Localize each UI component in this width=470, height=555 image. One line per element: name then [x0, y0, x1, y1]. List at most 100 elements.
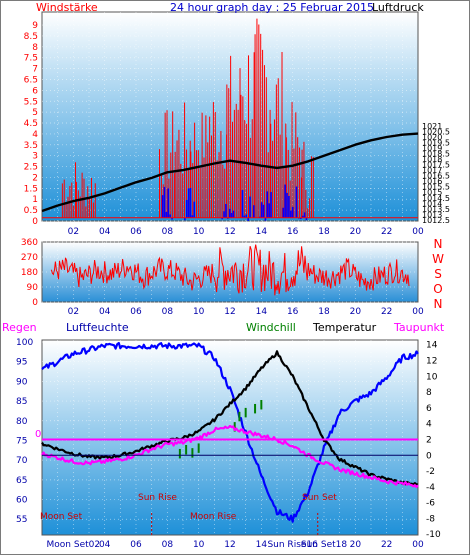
humidity-tick-label: 90 [16, 377, 28, 387]
temperature-tick-label: 4 [426, 420, 432, 430]
moon-set-label: Moon Set [40, 512, 83, 522]
x-tick-bottom: Sun Set18 [301, 540, 347, 550]
x-tick-bottom: 00 [412, 540, 424, 550]
wind-tick-label: 2 [32, 173, 38, 183]
temperature-line [41, 350, 419, 486]
x-tick-mid: 02 [68, 307, 79, 317]
x-tick-bottom: 08 [162, 540, 174, 550]
humidity-axis-title: Luftfeuchte [66, 321, 129, 334]
x-tick-top: 14 [256, 227, 268, 237]
wind-tick-label: 5.5 [24, 97, 38, 107]
x-tick-top: 08 [162, 227, 174, 237]
temperature-tick-label: -6 [426, 499, 435, 509]
pressure-tick-label: 1016.5 [422, 172, 450, 181]
wind-tick-label: 1.5 [24, 184, 38, 194]
pressure-tick-label: 1013.5 [422, 205, 450, 214]
humidity-tick-label: 60 [16, 496, 28, 506]
wind-tick-label: 5 [32, 108, 38, 118]
x-tick-bottom: 04 [99, 540, 111, 550]
humidity-tick-label: 95 [16, 358, 27, 368]
pressure-tick-label: 1018 [422, 155, 442, 164]
direction-tick-label: 360 [21, 238, 38, 248]
pressure-tick-label: 1018.5 [422, 150, 450, 159]
pressure-tick-label: 1020 [422, 133, 442, 142]
x-tick-bottom: 10 [193, 540, 205, 550]
rain-zero-label: 0 [35, 429, 42, 440]
x-tick-top: 18 [318, 227, 330, 237]
compass-label: N [434, 237, 443, 251]
sun-rise-label: Sun Rise [138, 493, 177, 503]
wind-tick-label: 8 [32, 43, 38, 53]
x-tick-bottom: 12 [224, 540, 235, 550]
x-tick-top: 22 [381, 227, 392, 237]
pressure-tick-label: 1013 [422, 210, 442, 219]
pressure-tick-label: 1015 [422, 188, 442, 197]
pressure-line [41, 132, 419, 213]
x-tick-mid: 00 [412, 307, 424, 317]
wind-tick-label: 7 [32, 65, 38, 75]
x-tick-mid: 14 [256, 307, 268, 317]
x-tick-bottom: Sun Rise16 [267, 540, 318, 550]
direction-tick-label: 180 [21, 268, 38, 278]
temperature-tick-label: 2 [426, 435, 432, 445]
pressure-tick-label: 1016 [422, 177, 442, 186]
temperature-tick-label: 8 [426, 388, 432, 398]
temperature-tick-label: 0 [426, 451, 432, 461]
wind-tick-label: 4 [32, 130, 38, 140]
direction-tick-label: 90 [27, 283, 39, 293]
temperature-tick-label: -8 [426, 514, 435, 524]
dewpoint-legend: Taupunkt [394, 321, 445, 334]
humidity-tick-label: 80 [16, 417, 28, 427]
wind-tick-label: 0 [32, 217, 38, 227]
x-tick-mid: 04 [99, 307, 111, 317]
chart-title: 24 hour graph day : 25 Februar 2015 [170, 1, 375, 14]
pressure-tick-label: 1019.5 [422, 138, 450, 147]
humidity-tick-label: 75 [16, 436, 27, 446]
temperature-tick-label: -4 [426, 483, 435, 493]
x-tick-top: 04 [99, 227, 111, 237]
sun-set-label: Sun Set [302, 493, 337, 503]
pressure-tick-label: 1014 [422, 199, 442, 208]
pressure-tick-label: 1015.5 [422, 183, 450, 192]
wind-tick-label: 0.5 [24, 206, 38, 216]
dewpoint-line [41, 424, 419, 489]
x-tick-bottom: 06 [130, 540, 142, 550]
wind-tick-label: 7.5 [24, 54, 38, 64]
x-tick-top: 20 [350, 227, 362, 237]
x-tick-mid: 20 [350, 307, 362, 317]
temperature-tick-label: 10 [426, 372, 438, 382]
wind-tick-label: 3.5 [24, 141, 38, 151]
wind-tick-label: 3 [32, 152, 38, 162]
x-tick-top: 02 [68, 227, 79, 237]
humidity-temperature-panel [41, 339, 419, 536]
temperature-tick-label: 12 [426, 357, 437, 367]
pressure-tick-label: 1014.5 [422, 194, 450, 203]
humidity-tick-label: 70 [16, 456, 28, 466]
x-tick-bottom: 14 [256, 540, 268, 550]
x-tick-mid: 10 [193, 307, 205, 317]
x-tick-top: 06 [130, 227, 142, 237]
x-tick-bottom: 22 [381, 540, 392, 550]
wind-tick-label: 9 [32, 21, 38, 31]
x-tick-bottom: Moon Set02 [47, 540, 101, 550]
pressure-tick-label: 1012.5 [422, 216, 450, 225]
temperature-legend: Temperatur [313, 321, 377, 334]
compass-label: N [434, 297, 443, 311]
direction-tick-label: 0 [32, 298, 38, 308]
direction-line [50, 244, 410, 296]
x-tick-mid: 18 [318, 307, 330, 317]
compass-label: S [434, 267, 442, 281]
x-tick-bottom: 20 [350, 540, 362, 550]
x-tick-top: 12 [224, 227, 235, 237]
wind-tick-label: 6 [32, 86, 38, 96]
wind-axis-title: Windstärke [36, 1, 98, 14]
x-tick-mid: 22 [381, 307, 392, 317]
humidity-tick-label: 55 [16, 515, 27, 525]
humidity-tick-label: 65 [16, 476, 27, 486]
direction-tick-label: 270 [21, 253, 38, 263]
pressure-tick-label: 1019 [422, 144, 442, 153]
pressure-tick-label: 1020.5 [422, 127, 450, 136]
humidity-line [41, 341, 419, 523]
pressure-tick-label: 1021 [422, 122, 442, 131]
x-tick-mid: 08 [162, 307, 174, 317]
